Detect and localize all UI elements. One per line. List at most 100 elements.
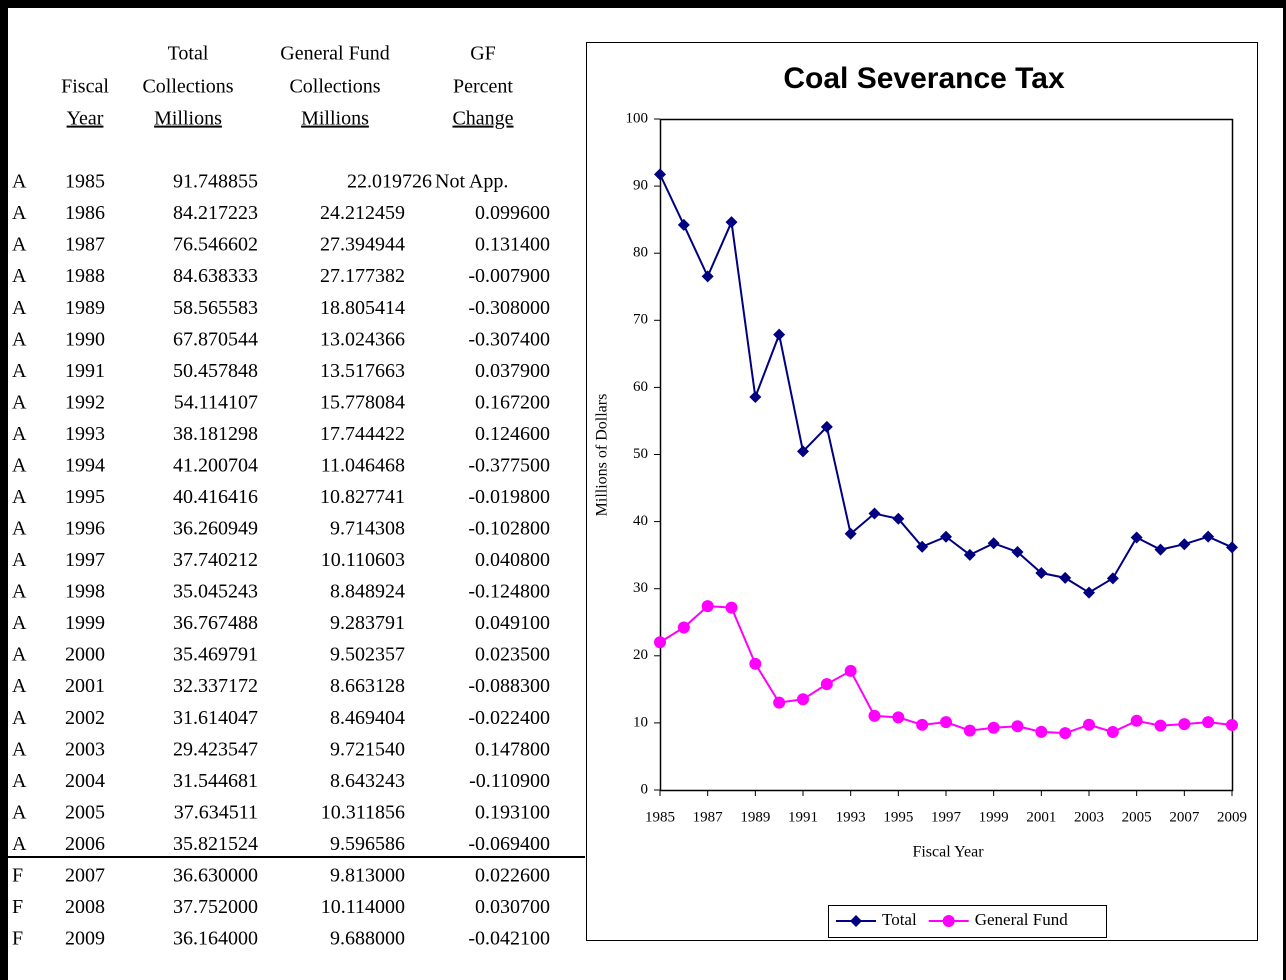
point: [773, 696, 786, 709]
pct-cell: -0.102800: [468, 518, 550, 540]
point: [1106, 726, 1119, 739]
total-cell: 41.200704: [173, 454, 258, 476]
year-cell: 2002: [65, 707, 105, 729]
point: [749, 657, 762, 670]
point: [963, 548, 976, 561]
total-cell: 32.337172: [173, 675, 258, 697]
total-cell: 76.546602: [173, 234, 258, 256]
chart-title: Coal Severance Tax: [783, 62, 1065, 95]
gf-cell: 27.177382: [320, 265, 405, 287]
gf-cell: 27.394944: [320, 234, 405, 256]
year-cell: 1995: [65, 486, 105, 508]
x-tick-label: 2003: [1074, 809, 1104, 825]
gf-cell: 10.311856: [321, 801, 405, 823]
point: [725, 601, 738, 614]
pct-cell: -0.307400: [468, 328, 550, 350]
point: [820, 678, 833, 691]
pct-cell: -0.124800: [468, 581, 550, 603]
point: [1035, 567, 1048, 580]
pct-cell: 0.167200: [475, 391, 550, 413]
x-tick-label: 2007: [1169, 809, 1200, 825]
point: [1226, 718, 1238, 731]
point: [701, 270, 714, 283]
total-cell: 29.423547: [173, 738, 258, 760]
point: [749, 391, 762, 404]
y-tick-label: 0: [641, 781, 649, 797]
status-cell: A: [12, 612, 27, 634]
y-tick-label: 60: [633, 379, 648, 395]
year-cell: 2004: [65, 770, 105, 792]
total-cell: 31.614047: [173, 707, 258, 729]
pct-cell: 0.193100: [475, 801, 550, 823]
status-cell: A: [12, 423, 27, 445]
total-cell: 36.260949: [173, 518, 258, 540]
point: [1178, 538, 1191, 551]
gf-cell: 10.827741: [320, 486, 405, 508]
year-cell: 1985: [65, 171, 105, 193]
year-cell: 1987: [65, 234, 105, 256]
point: [654, 636, 666, 649]
point: [1106, 572, 1119, 585]
point: [892, 512, 905, 525]
total-cell: 84.217223: [173, 202, 258, 224]
total-cell: 36.630000: [173, 864, 258, 886]
gf-cell: 9.502357: [330, 644, 405, 666]
header-cell: GF: [470, 43, 496, 65]
total-cell: 35.469791: [173, 644, 258, 666]
total-cell: 91.748855: [173, 171, 258, 193]
x-tick-label: 1985: [645, 809, 675, 825]
x-tick-label: 2001: [1026, 809, 1056, 825]
point: [963, 724, 976, 737]
year-cell: 1989: [65, 297, 105, 319]
pct-cell: 0.023500: [475, 644, 550, 666]
status-cell: A: [12, 202, 27, 224]
status-cell: A: [12, 328, 27, 350]
y-axis-label: Millions of Dollars: [594, 394, 611, 517]
point: [797, 693, 809, 706]
point: [1011, 720, 1024, 733]
gf-cell: 8.848924: [330, 581, 405, 603]
header-cell: Year: [67, 108, 104, 130]
header-cell: Fiscal: [61, 76, 109, 98]
status-cell: A: [12, 391, 27, 413]
pct-cell: -0.042100: [468, 928, 550, 950]
legend-marker: [850, 915, 862, 927]
border-right: [1283, 0, 1286, 980]
year-cell: 2006: [65, 833, 105, 855]
pct-cell: 0.131400: [475, 234, 550, 256]
total-cell: 54.114107: [174, 391, 258, 413]
year-cell: 1999: [65, 612, 105, 634]
year-cell: 2003: [65, 738, 105, 760]
status-cell: A: [12, 360, 27, 382]
y-tick-label: 10: [633, 714, 648, 730]
total-cell: 50.457848: [173, 360, 258, 382]
point: [677, 621, 690, 634]
status-cell: A: [12, 518, 27, 540]
year-cell: 2008: [65, 896, 105, 918]
gf-cell: 13.517663: [320, 360, 405, 382]
point: [892, 711, 905, 724]
header-cell: Millions: [301, 108, 369, 130]
point: [677, 218, 690, 231]
pct-cell: 0.030700: [475, 896, 550, 918]
gf-cell: 9.714308: [330, 518, 405, 540]
point: [940, 716, 952, 729]
header-cell: General Fund: [280, 43, 389, 65]
legend-label: Total: [882, 910, 917, 929]
pct-cell: 0.124600: [475, 423, 550, 445]
y-tick-label: 30: [633, 580, 648, 596]
pct-cell: 0.037900: [475, 360, 550, 382]
legend-label: General Fund: [975, 910, 1069, 929]
pct-cell: 0.040800: [475, 549, 550, 571]
status-cell: F: [12, 896, 23, 918]
year-cell: 2009: [65, 928, 105, 950]
header-cell: Total: [168, 43, 209, 65]
status-cell: F: [12, 864, 23, 886]
year-cell: 2005: [65, 801, 105, 823]
year-cell: 1996: [65, 518, 105, 540]
x-tick-label: 1989: [740, 809, 770, 825]
point: [773, 328, 786, 341]
year-cell: 1990: [65, 328, 105, 350]
status-cell: A: [12, 738, 27, 760]
point: [1011, 545, 1024, 558]
